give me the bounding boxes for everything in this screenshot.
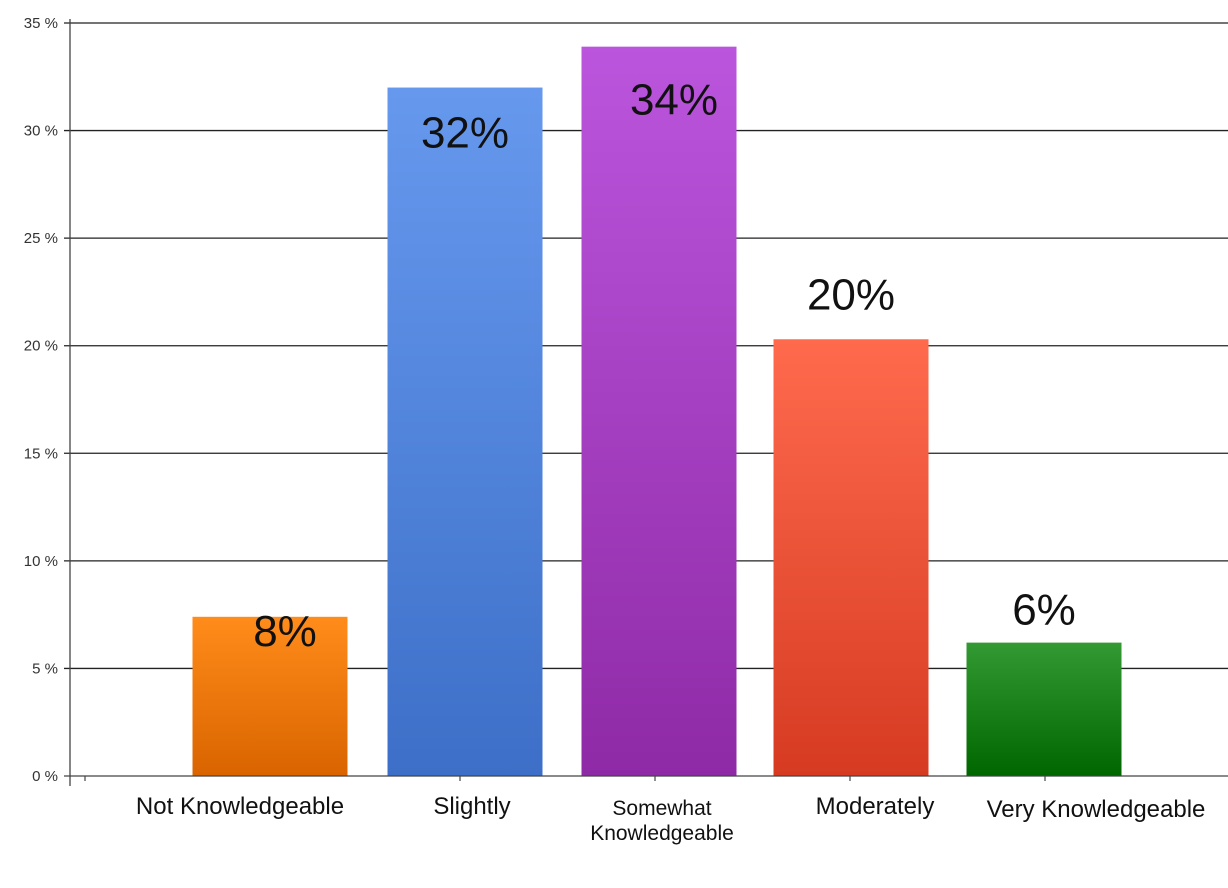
category-label: Slightly [433,793,511,820]
y-tick-label: 15 % [24,445,58,462]
y-tick-labels: 0 % 5 % 10 % 15 % 20 % 25 % 30 % 35 % [24,15,58,785]
bars [192,46,1122,777]
y-tick-label: 35 % [24,15,58,32]
category-label: Somewhat Knowledgeable [590,797,734,846]
category-label: Not Knowledgeable [135,793,345,820]
bar-4 [773,339,929,776]
data-label: 6% [1012,586,1076,635]
data-labels: 8% 32% 34% 20% 6% [253,76,1076,656]
axes [64,19,1228,786]
category-label: Very Knowledgeable [986,796,1206,823]
category-label: Moderately [815,793,935,820]
y-tick-label: 5 % [32,660,58,677]
data-label: 32% [421,109,509,158]
data-label: 8% [253,607,317,656]
y-tick-label: 10 % [24,553,58,570]
bar-5 [966,642,1122,776]
y-tick-label: 25 % [24,230,58,247]
data-label: 20% [807,270,895,319]
bar-3 [581,46,737,777]
y-tick-label: 30 % [24,123,58,140]
data-label: 34% [630,76,718,125]
bar-1 [192,616,348,776]
y-tick-label: 0 % [32,768,58,785]
bar-2 [387,87,543,777]
y-tick-label: 20 % [24,338,58,355]
